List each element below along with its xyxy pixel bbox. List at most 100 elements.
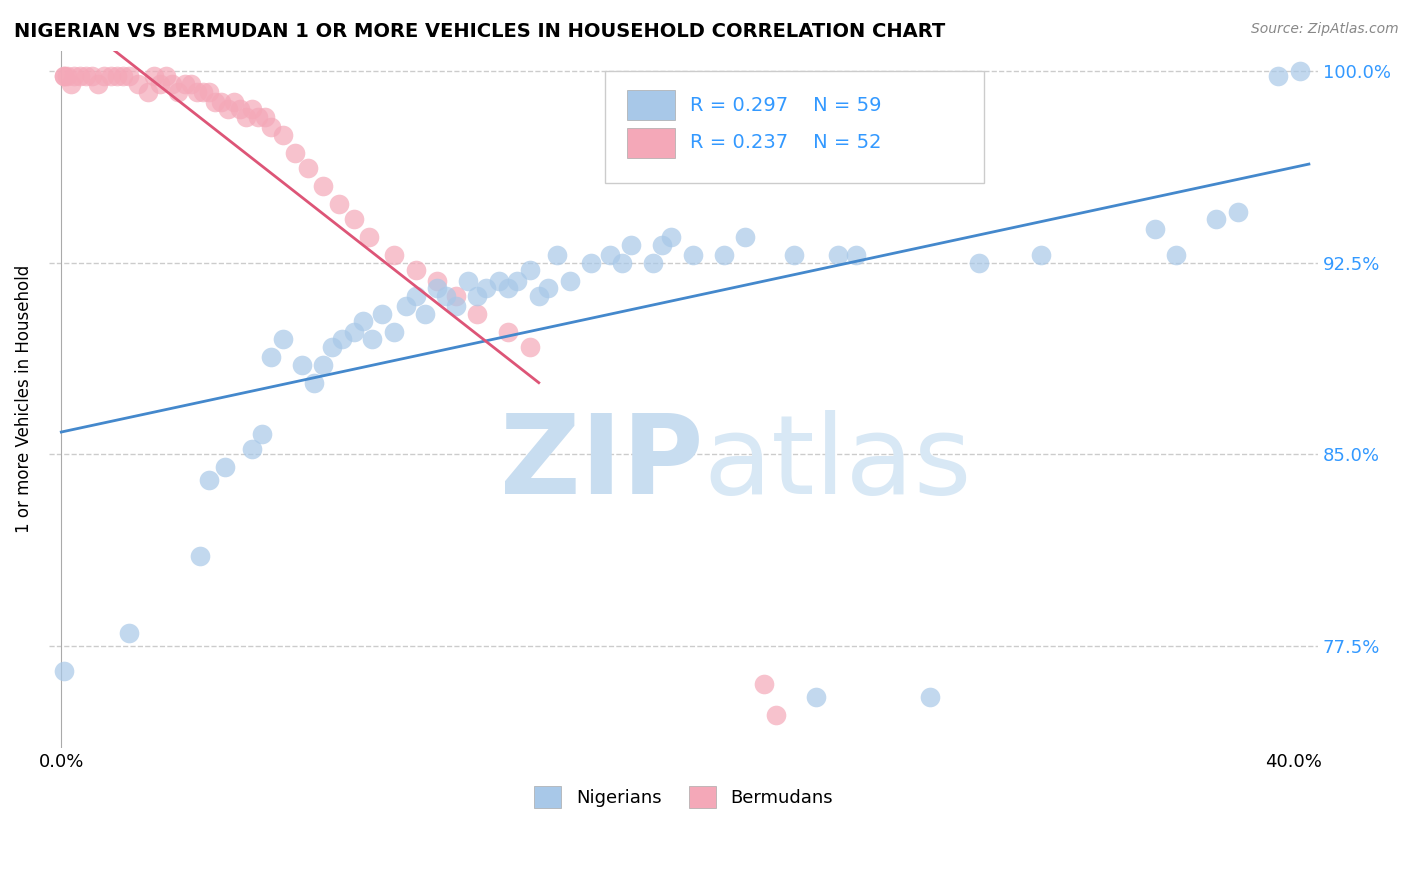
Point <box>214 460 236 475</box>
Point <box>845 248 868 262</box>
Point <box>260 350 283 364</box>
Point <box>59 77 82 91</box>
Point <box>752 677 775 691</box>
Point <box>160 77 183 91</box>
Point <box>641 256 664 270</box>
Point <box>382 325 405 339</box>
Point <box>1029 248 1052 262</box>
Point <box>546 248 568 262</box>
Point <box>253 110 276 124</box>
Point <box>191 85 214 99</box>
Point <box>352 314 374 328</box>
Point <box>496 281 519 295</box>
Point <box>444 299 467 313</box>
Point <box>359 230 381 244</box>
Point <box>765 707 787 722</box>
Text: ZIP: ZIP <box>499 410 703 517</box>
Point <box>321 340 343 354</box>
Point <box>519 340 541 354</box>
Point <box>457 274 479 288</box>
Point <box>75 69 97 83</box>
Point <box>167 85 190 99</box>
Point <box>127 77 149 91</box>
Point <box>250 426 273 441</box>
Point <box>969 256 991 270</box>
Point <box>783 248 806 262</box>
Y-axis label: 1 or more Vehicles in Household: 1 or more Vehicles in Household <box>15 265 32 533</box>
Point <box>475 281 498 295</box>
Point <box>1166 248 1188 262</box>
Point <box>343 325 366 339</box>
Text: R = 0.237    N = 52: R = 0.237 N = 52 <box>690 133 882 153</box>
Point <box>198 85 221 99</box>
Point <box>240 103 263 117</box>
Point <box>284 145 307 160</box>
Point <box>312 358 335 372</box>
Point <box>713 248 735 262</box>
Point <box>62 69 84 83</box>
Point <box>222 95 245 109</box>
Point <box>211 95 233 109</box>
Point <box>111 69 134 83</box>
Point <box>579 256 602 270</box>
Point <box>118 69 141 83</box>
Point <box>136 85 159 99</box>
Point <box>290 358 312 372</box>
Point <box>53 69 76 83</box>
Point <box>426 274 449 288</box>
Point <box>426 281 449 295</box>
Point <box>180 77 202 91</box>
Point <box>465 307 488 321</box>
Point <box>434 289 457 303</box>
Point <box>465 289 488 303</box>
Point <box>488 274 510 288</box>
Point <box>558 274 581 288</box>
Point <box>599 248 621 262</box>
Point <box>1205 212 1227 227</box>
Point <box>343 212 366 227</box>
Point <box>1267 69 1289 83</box>
Point <box>395 299 418 313</box>
Point <box>271 332 294 346</box>
Point <box>496 325 519 339</box>
Point <box>330 332 353 346</box>
Point <box>1288 64 1310 78</box>
Point <box>527 289 550 303</box>
Point <box>204 95 226 109</box>
Point <box>87 77 110 91</box>
Point <box>198 473 221 487</box>
Point <box>312 179 335 194</box>
Point <box>105 69 128 83</box>
Point <box>734 230 756 244</box>
Point <box>804 690 827 704</box>
Point <box>271 128 294 142</box>
Point <box>651 237 673 252</box>
Point <box>82 69 104 83</box>
Point <box>444 289 467 303</box>
Point <box>302 376 325 390</box>
Text: Source: ZipAtlas.com: Source: ZipAtlas.com <box>1251 22 1399 37</box>
Point <box>229 103 252 117</box>
Point <box>235 110 257 124</box>
Point <box>827 248 849 262</box>
Point <box>328 197 350 211</box>
Point <box>217 103 239 117</box>
Point <box>188 549 211 564</box>
Point <box>155 69 177 83</box>
Text: R = 0.297    N = 59: R = 0.297 N = 59 <box>690 95 882 115</box>
Point <box>519 263 541 277</box>
Point <box>413 307 436 321</box>
Point <box>506 274 529 288</box>
Point <box>537 281 560 295</box>
Point <box>56 69 79 83</box>
Point <box>370 307 392 321</box>
Text: atlas: atlas <box>703 410 972 517</box>
Point <box>240 442 263 457</box>
Point <box>142 69 165 83</box>
Point <box>297 161 319 176</box>
Point <box>69 69 91 83</box>
Point <box>682 248 704 262</box>
Point <box>918 690 941 704</box>
Point <box>118 626 141 640</box>
Point <box>659 230 682 244</box>
